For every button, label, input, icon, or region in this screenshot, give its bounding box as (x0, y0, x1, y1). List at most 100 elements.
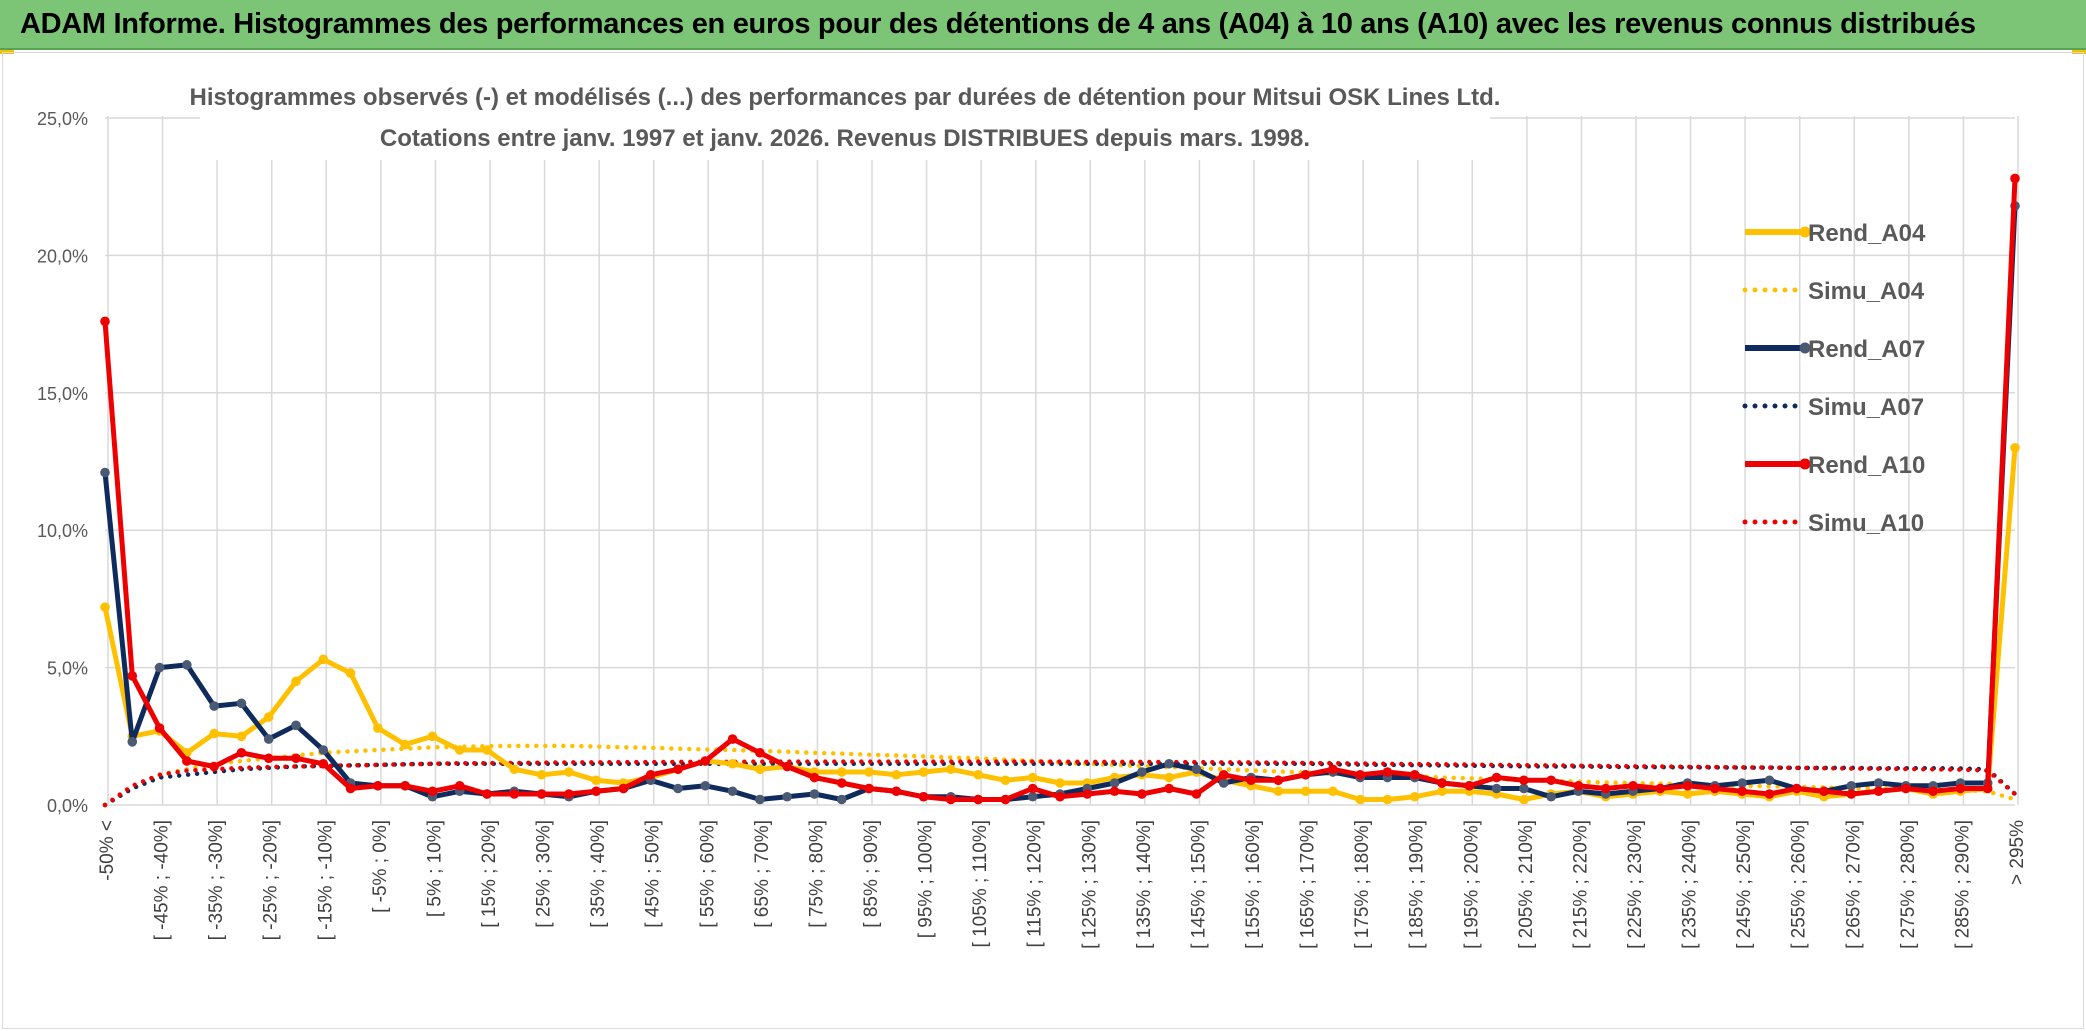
data-point (946, 764, 956, 775)
x-tick-label: [ 215% ; 220%] (1570, 820, 1591, 949)
chart-title: Histogrammes observés (-) et modélisés (… (190, 84, 1501, 111)
data-point (263, 734, 274, 744)
data-point (373, 780, 383, 791)
data-point (482, 745, 492, 755)
x-tick-label: [ 285% ; 290%] (1952, 820, 1973, 949)
legend-label: Rend_A04 (1808, 220, 1926, 247)
data-point (1764, 775, 1775, 786)
data-point (1109, 786, 1120, 797)
x-tick-label: [ 165% ; 170%] (1298, 820, 1319, 949)
y-tick-label: 0,0% (47, 796, 88, 816)
data-point (1109, 778, 1120, 788)
x-tick-label: [ 235% ; 240%] (1680, 820, 1701, 949)
data-point (1682, 789, 1693, 799)
x-tick-label: [ 155% ; 160%] (1243, 820, 1264, 949)
x-tick-label: [ 225% ; 230%] (1625, 820, 1646, 949)
data-point (536, 789, 547, 799)
legend-marker (1799, 226, 1811, 238)
legend-label: Rend_A10 (1808, 452, 1925, 479)
chart-subtitle: Cotations entre janv. 1997 et janv. 2026… (380, 125, 1310, 152)
data-point (291, 676, 301, 687)
x-tick-label: [ 245% ; 250%] (1734, 820, 1755, 949)
data-point (1491, 772, 1502, 783)
data-point (864, 783, 874, 794)
data-point (100, 467, 110, 478)
data-point (755, 764, 765, 775)
data-point (263, 753, 274, 764)
data-point (973, 794, 983, 805)
data-point (1355, 794, 1365, 805)
data-point (1409, 791, 1420, 802)
data-point (1901, 783, 1911, 794)
x-tick-label: -50% < (97, 820, 118, 881)
data-point (291, 720, 301, 731)
legend-label: Simu_A07 (1808, 394, 1924, 421)
data-point (236, 747, 247, 758)
x-tick-label: [ 105% ; 110%] (970, 820, 991, 947)
data-point (645, 769, 656, 780)
data-point (1546, 775, 1556, 786)
data-point (2010, 173, 2020, 184)
data-point (782, 761, 792, 772)
series-line-rend-a04 (102, 445, 2018, 802)
data-point (1300, 769, 1311, 780)
data-point (1491, 783, 1502, 794)
data-point (809, 789, 820, 799)
data-point (318, 745, 329, 755)
data-point (2010, 442, 2020, 453)
data-point (1273, 775, 1284, 786)
y-tick-label: 5,0% (47, 659, 88, 679)
data-point (1164, 772, 1174, 783)
series-line-rend-a10 (102, 176, 2018, 802)
data-point (864, 767, 874, 777)
x-tick-label: [ 5% ; 10%] (424, 820, 445, 917)
x-tick-label: [ 25% ; 30%] (534, 820, 555, 928)
legend-marker (1799, 458, 1811, 470)
data-point (836, 778, 847, 788)
data-point (1955, 783, 1966, 794)
x-tick-label: [ 135% ; 140%] (1134, 820, 1155, 949)
data-point (1791, 783, 1802, 794)
data-point (182, 660, 192, 670)
data-point (1982, 783, 1993, 794)
report-banner: ADAM Informe. Histogrammes des performan… (0, 0, 2086, 50)
x-tick-label: [ -15% ; -10%] (315, 820, 336, 940)
data-point (727, 734, 738, 744)
data-point (209, 761, 219, 772)
data-point (1873, 778, 1884, 788)
data-point (536, 769, 547, 780)
legend-label: Simu_A10 (1808, 510, 1924, 537)
data-point (1928, 786, 1938, 797)
y-tick-label: 20,0% (37, 246, 88, 266)
data-point (263, 712, 274, 722)
legend-marker (1799, 342, 1811, 354)
data-point (154, 723, 165, 733)
data-point (755, 747, 765, 758)
data-point (727, 786, 738, 797)
data-point (1737, 786, 1747, 797)
data-point (209, 728, 219, 739)
data-point (1355, 769, 1365, 780)
data-point (345, 668, 356, 678)
data-point (454, 745, 465, 755)
data-point (836, 767, 847, 777)
data-point (1519, 783, 1529, 794)
x-tick-label: [ 205% ; 210%] (1516, 820, 1537, 949)
data-point (1218, 778, 1229, 788)
data-point (373, 723, 383, 733)
x-tick-label: [ 255% ; 260%] (1789, 820, 1810, 949)
data-point (1382, 767, 1393, 777)
data-point (427, 786, 438, 797)
data-point (891, 786, 902, 797)
data-point (782, 791, 792, 802)
data-point (509, 789, 520, 799)
y-tick-label: 10,0% (37, 521, 88, 541)
data-point (1300, 786, 1311, 797)
data-point (1137, 789, 1147, 799)
data-point (1000, 775, 1011, 786)
data-point (1027, 783, 1038, 794)
data-point (1710, 783, 1720, 794)
x-tick-label: [ 125% ; 130%] (1079, 820, 1100, 949)
report-title: ADAM Informe. Histogrammes des performan… (20, 8, 1976, 40)
data-point (1328, 764, 1338, 775)
